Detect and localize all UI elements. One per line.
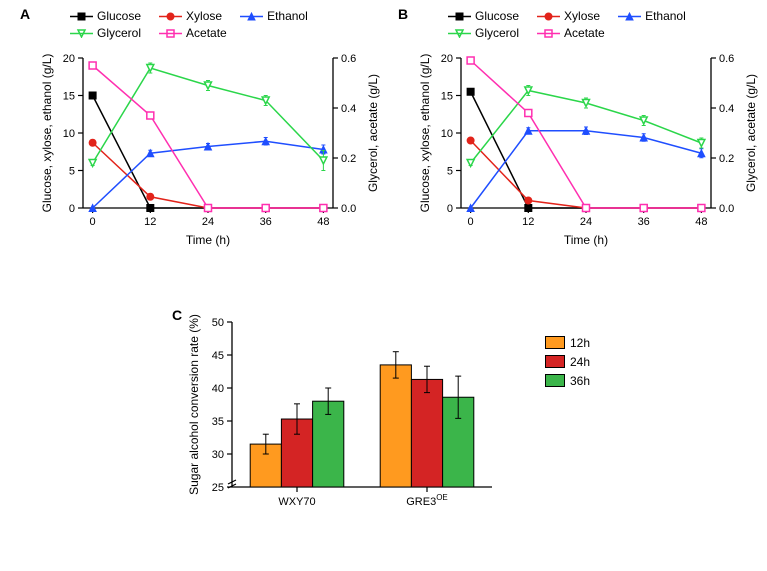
svg-text:0: 0 xyxy=(90,216,96,228)
svg-text:0.0: 0.0 xyxy=(719,203,734,215)
svg-text:36: 36 xyxy=(638,216,650,228)
svg-text:0.6: 0.6 xyxy=(719,53,734,65)
svg-text:0.4: 0.4 xyxy=(341,103,356,115)
svg-text:24: 24 xyxy=(202,216,214,228)
legend-item-glucose: Glucose xyxy=(448,8,519,23)
svg-text:0.6: 0.6 xyxy=(341,53,356,65)
legend-item-xylose: Xylose xyxy=(159,8,222,23)
svg-text:30: 30 xyxy=(212,449,224,461)
figure: A Glucose Xylose Ethanol Glycerol xyxy=(0,0,767,571)
svg-text:12: 12 xyxy=(522,216,534,228)
svg-text:0: 0 xyxy=(69,203,75,215)
svg-text:35: 35 xyxy=(212,416,224,428)
svg-text:Glucose, xylose, ethanol (g/L): Glucose, xylose, ethanol (g/L) xyxy=(418,54,432,213)
svg-text:20: 20 xyxy=(63,53,75,65)
panel-a-chart: 0 12 24 36 48 0 5 10 15 20 0.0 0.2 0.4 0.6 Time (h) Glu… xyxy=(35,46,395,258)
svg-text:0.2: 0.2 xyxy=(719,153,734,165)
legend-item-glycerol: Glycerol xyxy=(70,25,141,40)
svg-text:20: 20 xyxy=(441,53,453,65)
svg-text:Time (h): Time (h) xyxy=(186,233,230,247)
svg-text:Glycerol, acetate (g/L): Glycerol, acetate (g/L) xyxy=(744,74,758,192)
svg-text:50: 50 xyxy=(212,317,224,329)
legend-item-ethanol: Ethanol xyxy=(618,8,686,23)
panel-c-chart: 25 30 35 40 45 50 Sugar alcohol conversion rat… xyxy=(180,310,530,535)
svg-text:0: 0 xyxy=(468,216,474,228)
svg-text:Glycerol, acetate (g/L): Glycerol, acetate (g/L) xyxy=(366,74,380,192)
svg-text:Time (h): Time (h) xyxy=(564,233,608,247)
panel-b-chart: 0 12 24 36 48 0 5 10 15 20 0.0 0.2 0.4 0.6 Time (h) Glu… xyxy=(413,46,767,258)
svg-text:15: 15 xyxy=(441,91,453,103)
legend-item-24h: 24h xyxy=(545,354,590,369)
svg-text:40: 40 xyxy=(212,383,224,395)
panel-a-label: A xyxy=(20,6,30,22)
legend-item-36h: 36h xyxy=(545,373,590,388)
svg-text:Sugar alcohol conversion rate: Sugar alcohol conversion rate (%) xyxy=(187,314,201,495)
svg-text:24: 24 xyxy=(580,216,592,228)
svg-text:WXY70: WXY70 xyxy=(278,496,315,508)
legend-item-ethanol: Ethanol xyxy=(240,8,308,23)
svg-text:25: 25 xyxy=(212,482,224,494)
legend-item-glucose: Glucose xyxy=(70,8,141,23)
svg-text:0.4: 0.4 xyxy=(719,103,734,115)
panel-b-legend: Glucose Xylose Ethanol Glycerol Acetate xyxy=(448,8,704,42)
svg-text:10: 10 xyxy=(441,128,453,140)
svg-text:10: 10 xyxy=(63,128,75,140)
legend-item-acetate: Acetate xyxy=(159,25,227,40)
svg-text:15: 15 xyxy=(63,91,75,103)
svg-text:48: 48 xyxy=(317,216,329,228)
svg-text:5: 5 xyxy=(69,166,75,178)
svg-text:0.0: 0.0 xyxy=(341,203,356,215)
legend-item-glycerol: Glycerol xyxy=(448,25,519,40)
svg-text:GRE3OE: GRE3OE xyxy=(406,493,448,508)
svg-text:0.2: 0.2 xyxy=(341,153,356,165)
legend-item-acetate: Acetate xyxy=(537,25,605,40)
legend-item-12h: 12h xyxy=(545,335,590,350)
svg-text:Glucose, xylose, ethanol (g/L): Glucose, xylose, ethanol (g/L) xyxy=(40,54,54,213)
panel-a-legend: Glucose Xylose Ethanol Glycerol Acetate xyxy=(70,8,326,42)
svg-text:12: 12 xyxy=(144,216,156,228)
svg-text:0: 0 xyxy=(447,203,453,215)
svg-text:48: 48 xyxy=(695,216,707,228)
legend-item-xylose: Xylose xyxy=(537,8,600,23)
svg-text:45: 45 xyxy=(212,350,224,362)
svg-text:36: 36 xyxy=(260,216,272,228)
svg-text:5: 5 xyxy=(447,166,453,178)
panel-c-legend: 12h 24h 36h xyxy=(545,335,590,391)
panel-b-label: B xyxy=(398,6,408,22)
